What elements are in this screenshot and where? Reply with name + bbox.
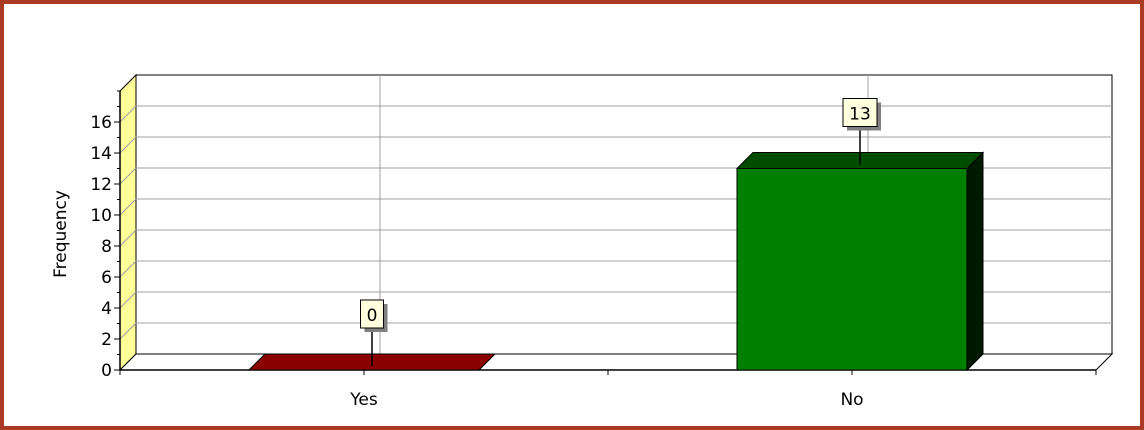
y-tick-label: 10 xyxy=(90,206,112,226)
data-label: 0 xyxy=(367,306,378,326)
gridline-y-wall xyxy=(119,229,137,247)
gridline-y-wall xyxy=(119,198,137,216)
y-tick-label: 12 xyxy=(90,175,112,195)
y-axis-label: Frequency xyxy=(51,190,71,278)
bar-layer xyxy=(247,151,985,372)
y-tick-label: 14 xyxy=(90,144,112,164)
gridline-y-wall xyxy=(119,105,137,123)
y-tick-label: 6 xyxy=(101,268,112,288)
gridline-y-wall xyxy=(119,260,137,278)
bar-no xyxy=(735,151,985,372)
x-tick-label-no: No xyxy=(840,390,863,410)
y-tick-label: 2 xyxy=(101,330,112,350)
y-tick-label: 0 xyxy=(101,361,112,381)
gridline-y-wall xyxy=(119,322,137,340)
gridline-y-wall xyxy=(119,291,137,309)
x-tick-label-yes: Yes xyxy=(349,390,378,410)
data-label-box xyxy=(360,299,384,329)
y-tick-label: 8 xyxy=(101,237,112,257)
bar-side xyxy=(966,151,984,372)
data-label-box xyxy=(842,98,878,127)
gridline-y-wall xyxy=(119,136,137,154)
data-label: 13 xyxy=(849,105,871,125)
bar-front xyxy=(736,168,968,371)
label-layer: 0 Yes 13 No xyxy=(349,98,881,410)
gridline-y-wall xyxy=(119,167,137,185)
y-tick-label: 4 xyxy=(101,299,112,319)
y-tick-label: 16 xyxy=(90,113,112,133)
